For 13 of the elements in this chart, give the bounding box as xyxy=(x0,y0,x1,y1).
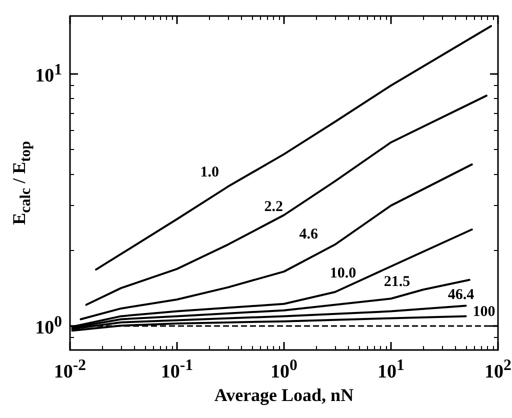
series-label: 21.5 xyxy=(384,274,410,290)
series-label: 10.0 xyxy=(330,266,356,282)
x-tick-label: 10$^{-2}$ xyxy=(54,357,86,382)
x-tick-label: 10$^{-1}$ xyxy=(160,357,194,382)
x-axis-title: Average Load, nN xyxy=(214,385,354,405)
series-label: 1.0 xyxy=(200,164,220,181)
x-tick-label: 10$^{2}$ xyxy=(484,357,512,382)
x-tick-label: 10$^{1}$ xyxy=(378,357,404,382)
x-tick-label: 10$^{0}$ xyxy=(270,357,298,382)
series-label: 46.4 xyxy=(448,286,475,303)
series-label: 4.6 xyxy=(299,226,319,243)
series-label: 2.2 xyxy=(264,199,283,216)
series-label: 100 xyxy=(472,304,496,320)
